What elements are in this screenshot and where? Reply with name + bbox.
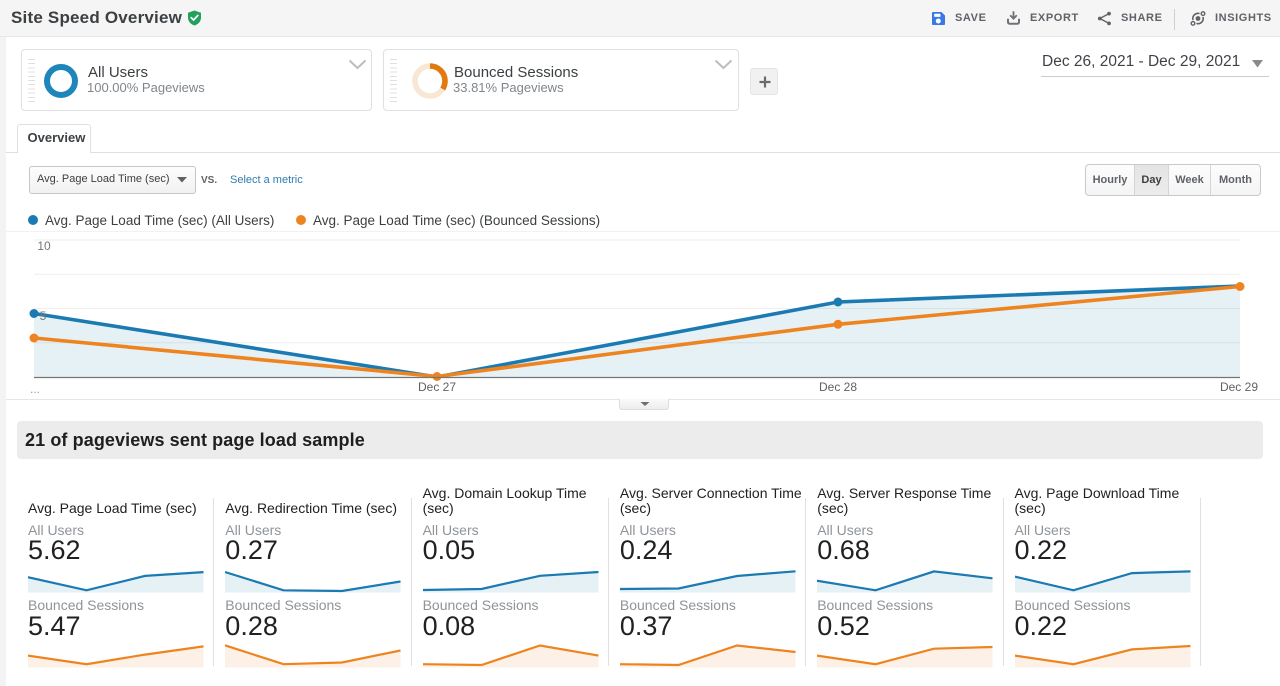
svg-text:Dec 27: Dec 27 <box>418 380 456 394</box>
svg-text:Dec 28: Dec 28 <box>819 380 857 394</box>
svg-text:10: 10 <box>37 239 51 253</box>
svg-text:5: 5 <box>40 309 47 323</box>
svg-text:Dec 29: Dec 29 <box>1220 380 1258 394</box>
svg-text:...: ... <box>30 382 40 396</box>
